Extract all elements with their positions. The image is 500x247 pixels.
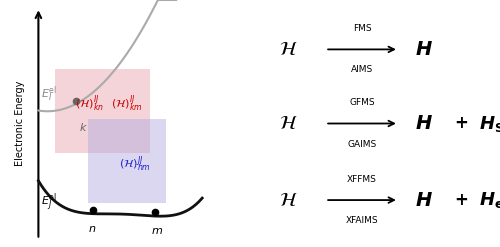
Text: $\boldsymbol{+}$: $\boldsymbol{+}$ [454, 191, 468, 209]
Text: XFFMS: XFFMS [347, 175, 377, 184]
Text: $m$: $m$ [150, 226, 162, 236]
Text: GFMS: GFMS [349, 99, 375, 107]
Text: $\mathcal{H}$: $\mathcal{H}$ [279, 191, 297, 209]
Text: $\boldsymbol{H}_{\mathbf{SOC}}$: $\boldsymbol{H}_{\mathbf{SOC}}$ [480, 114, 500, 133]
Text: $\mathcal{H}$: $\mathcal{H}$ [279, 114, 297, 133]
Text: $\mathcal{H}$: $\mathcal{H}$ [279, 40, 297, 59]
Text: $E_J^{\rm el}$: $E_J^{\rm el}$ [41, 191, 57, 214]
Text: $\boldsymbol{H}$: $\boldsymbol{H}$ [415, 114, 433, 133]
Bar [88, 119, 166, 203]
Text: $n$: $n$ [88, 224, 96, 234]
Text: $k$: $k$ [78, 121, 88, 133]
Text: $\boldsymbol{H}_{\mathbf{ext}}$: $\boldsymbol{H}_{\mathbf{ext}}$ [480, 190, 500, 210]
Text: XFAIMS: XFAIMS [346, 216, 378, 225]
Text: $\boldsymbol{H}$: $\boldsymbol{H}$ [415, 40, 433, 59]
Text: $(\mathcal{H})^{IJ}_{kn}$: $(\mathcal{H})^{IJ}_{kn}$ [74, 93, 104, 114]
Bar [56, 69, 150, 153]
Text: GAIMS: GAIMS [348, 140, 376, 148]
Text: FMS: FMS [352, 24, 372, 33]
Text: $(\mathcal{H})^{JJ}_{nm}$: $(\mathcal{H})^{JJ}_{nm}$ [118, 154, 150, 174]
Text: $\boldsymbol{+}$: $\boldsymbol{+}$ [454, 115, 468, 132]
Text: $(\mathcal{H})^{IJ}_{km}$: $(\mathcal{H})^{IJ}_{km}$ [111, 93, 142, 114]
Text: Electronic Energy: Electronic Energy [15, 81, 25, 166]
Text: $E_I^{\rm el}$: $E_I^{\rm el}$ [41, 84, 57, 104]
Text: AIMS: AIMS [351, 65, 373, 74]
Text: $\boldsymbol{H}$: $\boldsymbol{H}$ [415, 191, 433, 209]
